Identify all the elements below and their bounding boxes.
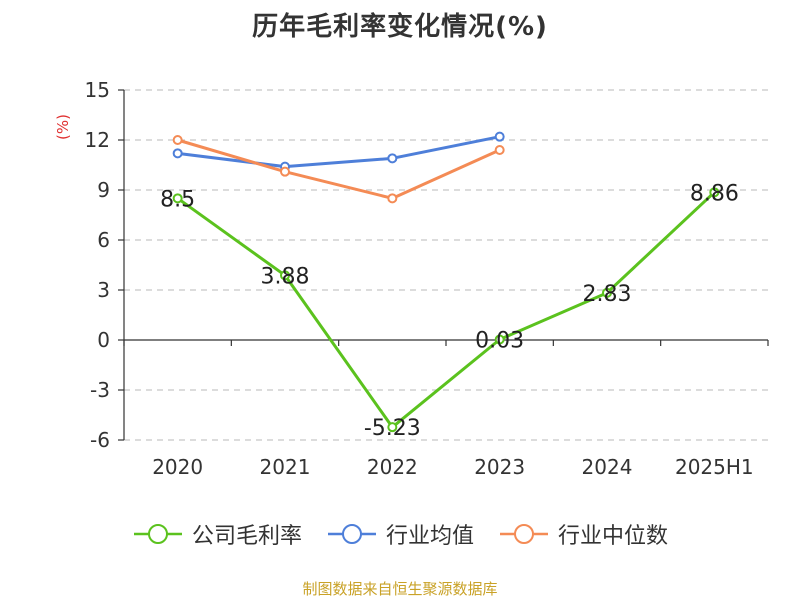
x-tick-label: 2020 bbox=[152, 455, 203, 479]
data-label: 0.03 bbox=[475, 329, 524, 354]
legend-swatch-icon bbox=[327, 524, 376, 544]
data-point bbox=[172, 193, 183, 204]
y-tick-label: 15 bbox=[85, 78, 110, 102]
data-point bbox=[172, 148, 183, 159]
y-tick-label: 9 bbox=[97, 178, 110, 202]
x-tick-label: 2024 bbox=[582, 455, 633, 479]
y-tick-label: 3 bbox=[97, 278, 110, 302]
legend-item-2[interactable]: 行业中位数 bbox=[498, 518, 668, 550]
data-point bbox=[494, 145, 505, 155]
legend-item-1[interactable]: 行业均值 bbox=[326, 518, 474, 550]
legend-swatch-icon bbox=[500, 524, 548, 544]
data-point bbox=[387, 153, 398, 164]
data-point bbox=[387, 422, 398, 433]
data-label: 8.5 bbox=[160, 187, 195, 212]
legend-label: 行业中位数 bbox=[558, 524, 669, 549]
x-tick-label: 2022 bbox=[367, 455, 418, 479]
data-point bbox=[494, 131, 505, 142]
series-line-0 bbox=[176, 191, 716, 429]
legend-label: 行业均值 bbox=[385, 524, 474, 549]
legend-swatch-icon bbox=[133, 524, 182, 544]
data-point bbox=[280, 270, 290, 281]
data-point bbox=[172, 135, 183, 145]
y-axis-title: (%) bbox=[54, 114, 72, 140]
source-note: 制图数据来自恒生聚源数据库 bbox=[302, 580, 498, 598]
series-lines bbox=[172, 131, 720, 433]
series-line-2 bbox=[177, 138, 501, 200]
data-point bbox=[387, 193, 398, 204]
y-tick-label: 0 bbox=[97, 328, 110, 352]
y-tick-label: -6 bbox=[90, 428, 110, 452]
data-label: -5.23 bbox=[364, 416, 421, 441]
data-label: 2.83 bbox=[583, 282, 632, 307]
series-line-1 bbox=[177, 135, 500, 169]
axes: -6 -3 0 3 6 9 12 15 2020 2021 2022 2023 2024 2025H1 bbox=[85, 78, 769, 479]
legend-item-0[interactable]: 公司毛利率 bbox=[132, 518, 302, 550]
data-point bbox=[709, 187, 720, 198]
y-tick-label: 12 bbox=[85, 128, 110, 152]
legend: 公司毛利率 行业均值 行业中位数 bbox=[0, 518, 800, 550]
y-tick-label: 6 bbox=[97, 228, 110, 252]
x-tick-label: 2021 bbox=[260, 455, 311, 479]
y-tick-label: -3 bbox=[90, 378, 110, 402]
data-point bbox=[602, 287, 612, 298]
legend-swatch-marker bbox=[341, 524, 362, 544]
legend-label: 公司毛利率 bbox=[191, 524, 302, 549]
chart-title: 历年毛利率变化情况(%) bbox=[252, 12, 548, 42]
legend-swatch-marker bbox=[147, 524, 168, 544]
data-label: 3.88 bbox=[261, 264, 310, 289]
data-label: 8.86 bbox=[690, 181, 739, 206]
x-tick-label: 2025H1 bbox=[675, 455, 754, 479]
legend-swatch-marker bbox=[514, 524, 534, 544]
x-tick-label: 2023 bbox=[474, 455, 525, 479]
grid-lines bbox=[124, 89, 768, 441]
data-point bbox=[494, 334, 505, 345]
data-point bbox=[280, 166, 290, 177]
data-labels: 8.5 3.88 -5.23 0.03 2.83 8.86 bbox=[160, 181, 739, 441]
